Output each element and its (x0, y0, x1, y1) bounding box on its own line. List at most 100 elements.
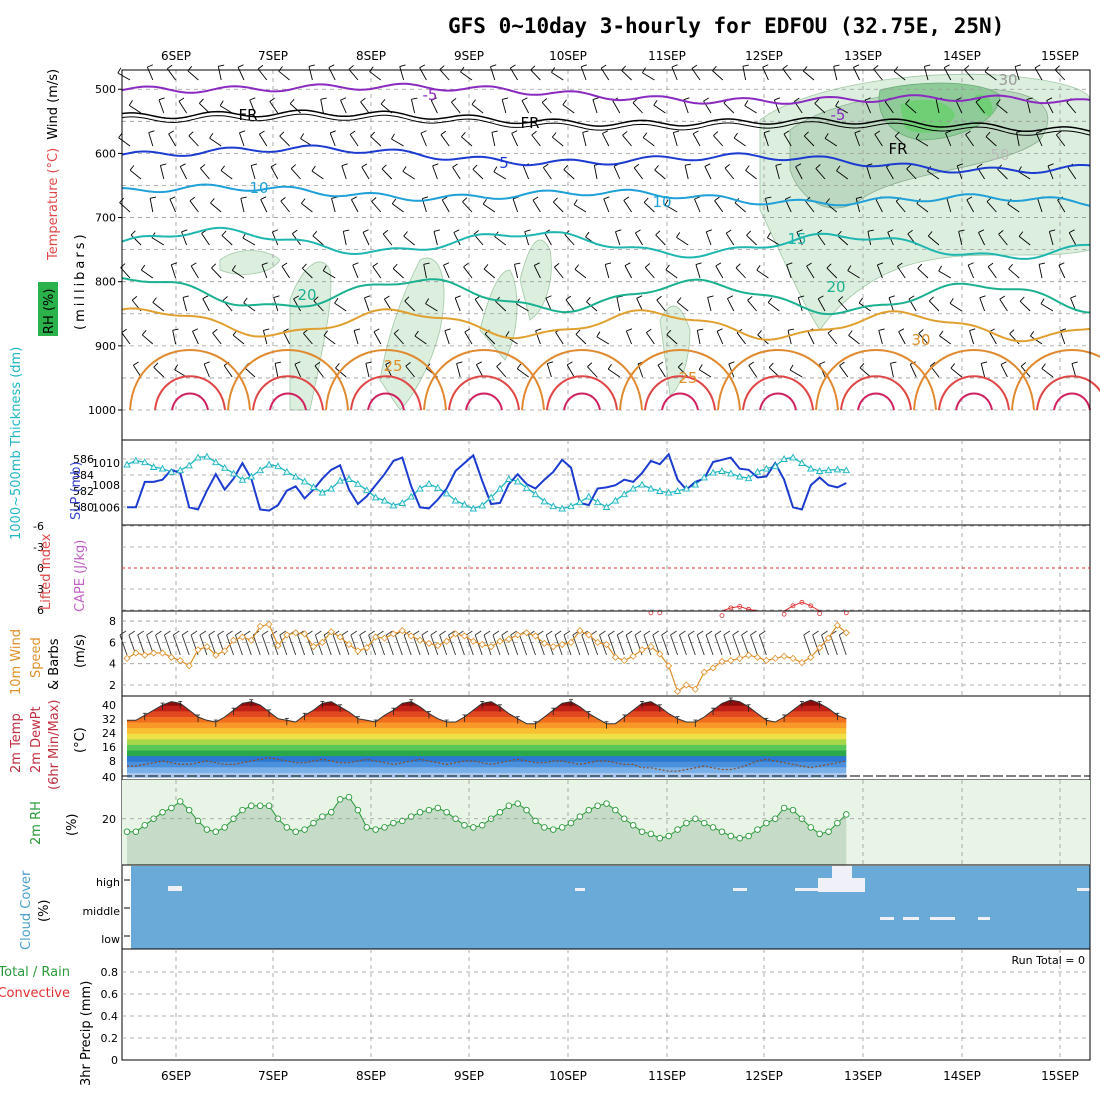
contour-35 (448, 375, 520, 411)
wind-barb (425, 303, 438, 312)
pressure-tick-label: 1000 (88, 404, 116, 417)
wind-barb-feather (259, 130, 265, 135)
thickness-point (540, 497, 549, 505)
wind-speed-point (585, 631, 593, 639)
wind-barb-feather (617, 630, 624, 636)
wind-barb (707, 297, 712, 312)
wind-barb (646, 332, 655, 345)
wind-barb (826, 267, 838, 279)
rh-point (674, 826, 681, 833)
wind-barb-feather (744, 100, 749, 106)
wind-speed-point (345, 640, 353, 649)
li-point (781, 611, 787, 617)
wind-barb-feather (199, 98, 204, 104)
wind-barb (460, 71, 473, 81)
thickness-point (212, 458, 220, 466)
temp-band (127, 716, 847, 723)
wind-barb (311, 170, 324, 180)
temp-tick-label: 24 (102, 727, 116, 740)
wind-barb-feather (141, 329, 147, 336)
wind-barb-feather (381, 164, 387, 170)
wind-barb-feather (906, 164, 912, 170)
wind-barb (643, 634, 652, 656)
wind-barb-feather (575, 329, 581, 335)
wind-barb (563, 169, 575, 180)
wind-barb (694, 198, 701, 213)
wind-barb (403, 235, 415, 246)
wind-barb (782, 68, 792, 81)
wind-barb-feather (279, 131, 285, 137)
wind-barb (928, 300, 940, 312)
wind-barb (199, 634, 208, 656)
wind-barb (875, 199, 883, 213)
contour-label: 25 (383, 357, 402, 375)
wind-barb (152, 302, 165, 312)
wind-barb-feather (432, 163, 439, 167)
wind-barb (724, 167, 735, 180)
wind-barb-feather (180, 163, 186, 167)
wind-label: Wind (m/s) (46, 69, 61, 140)
li-point (808, 603, 814, 609)
contour-40 (465, 392, 503, 411)
wind-barb (612, 100, 621, 114)
wind-barb (573, 204, 587, 213)
wind-barb (348, 68, 359, 81)
temp-band (127, 750, 847, 757)
wind-barb-feather (210, 198, 215, 204)
rh-point (132, 828, 140, 835)
wind-barb-feather (599, 630, 606, 636)
thickness-point (602, 503, 611, 510)
wind-barb-feather (117, 67, 122, 74)
wind-barb-feather (605, 262, 612, 265)
wind-barb (432, 165, 438, 180)
wind-barb (596, 336, 610, 345)
wind-barb (443, 265, 450, 279)
wind-speed-point (434, 642, 442, 650)
wind-barb (271, 231, 279, 246)
wind-barb-feather (723, 630, 731, 636)
wind-barb (894, 135, 906, 147)
wind-barb-feather (332, 630, 340, 636)
wind-barb-feather (392, 263, 398, 269)
wind-barb-feather (386, 630, 393, 636)
wind-speed-point (309, 643, 318, 651)
wind-speed-point (789, 654, 797, 662)
wind-barb (958, 231, 963, 246)
wind-barb (391, 138, 404, 147)
wind-barb-feather (182, 295, 189, 298)
wind-speed-point (451, 630, 460, 638)
wind-barb-feather (656, 295, 662, 301)
wind-barb-feather (543, 163, 549, 168)
wind-barb (463, 266, 473, 279)
wind-barb-feather (664, 199, 669, 206)
thickness-point (522, 483, 531, 491)
date-label-top: 13SEP (844, 49, 882, 63)
wind-barb (219, 105, 233, 114)
rh-point (319, 813, 326, 820)
wind-barb (414, 335, 427, 345)
cloud-panel: high middle low Cloud Cover (%) (19, 864, 1091, 950)
thickness-point (771, 462, 779, 470)
wind-barb-feather (371, 197, 377, 202)
wind-barb (274, 363, 279, 378)
wind-barb-feather (615, 229, 622, 233)
wind-barb-feather (688, 630, 695, 636)
wind-barb (797, 297, 803, 312)
wind-barb-feather (836, 165, 841, 172)
thickness-point (496, 484, 504, 492)
wind-barb (644, 267, 655, 279)
wind-barb (411, 99, 416, 114)
wind-barb (824, 137, 838, 147)
wind-barb (341, 165, 347, 180)
wind-barb-feather (240, 196, 247, 199)
thickness-point (647, 484, 655, 492)
wind-barb (314, 365, 324, 378)
wind-barb-feather (275, 361, 282, 364)
rh-point (470, 824, 477, 831)
wind-barb (129, 104, 142, 114)
wind-barb (494, 236, 507, 246)
wind-barb-feather (930, 361, 936, 367)
wind-speed-point (531, 632, 540, 640)
rh-point (203, 826, 211, 833)
wind-barb-feather (131, 295, 138, 301)
